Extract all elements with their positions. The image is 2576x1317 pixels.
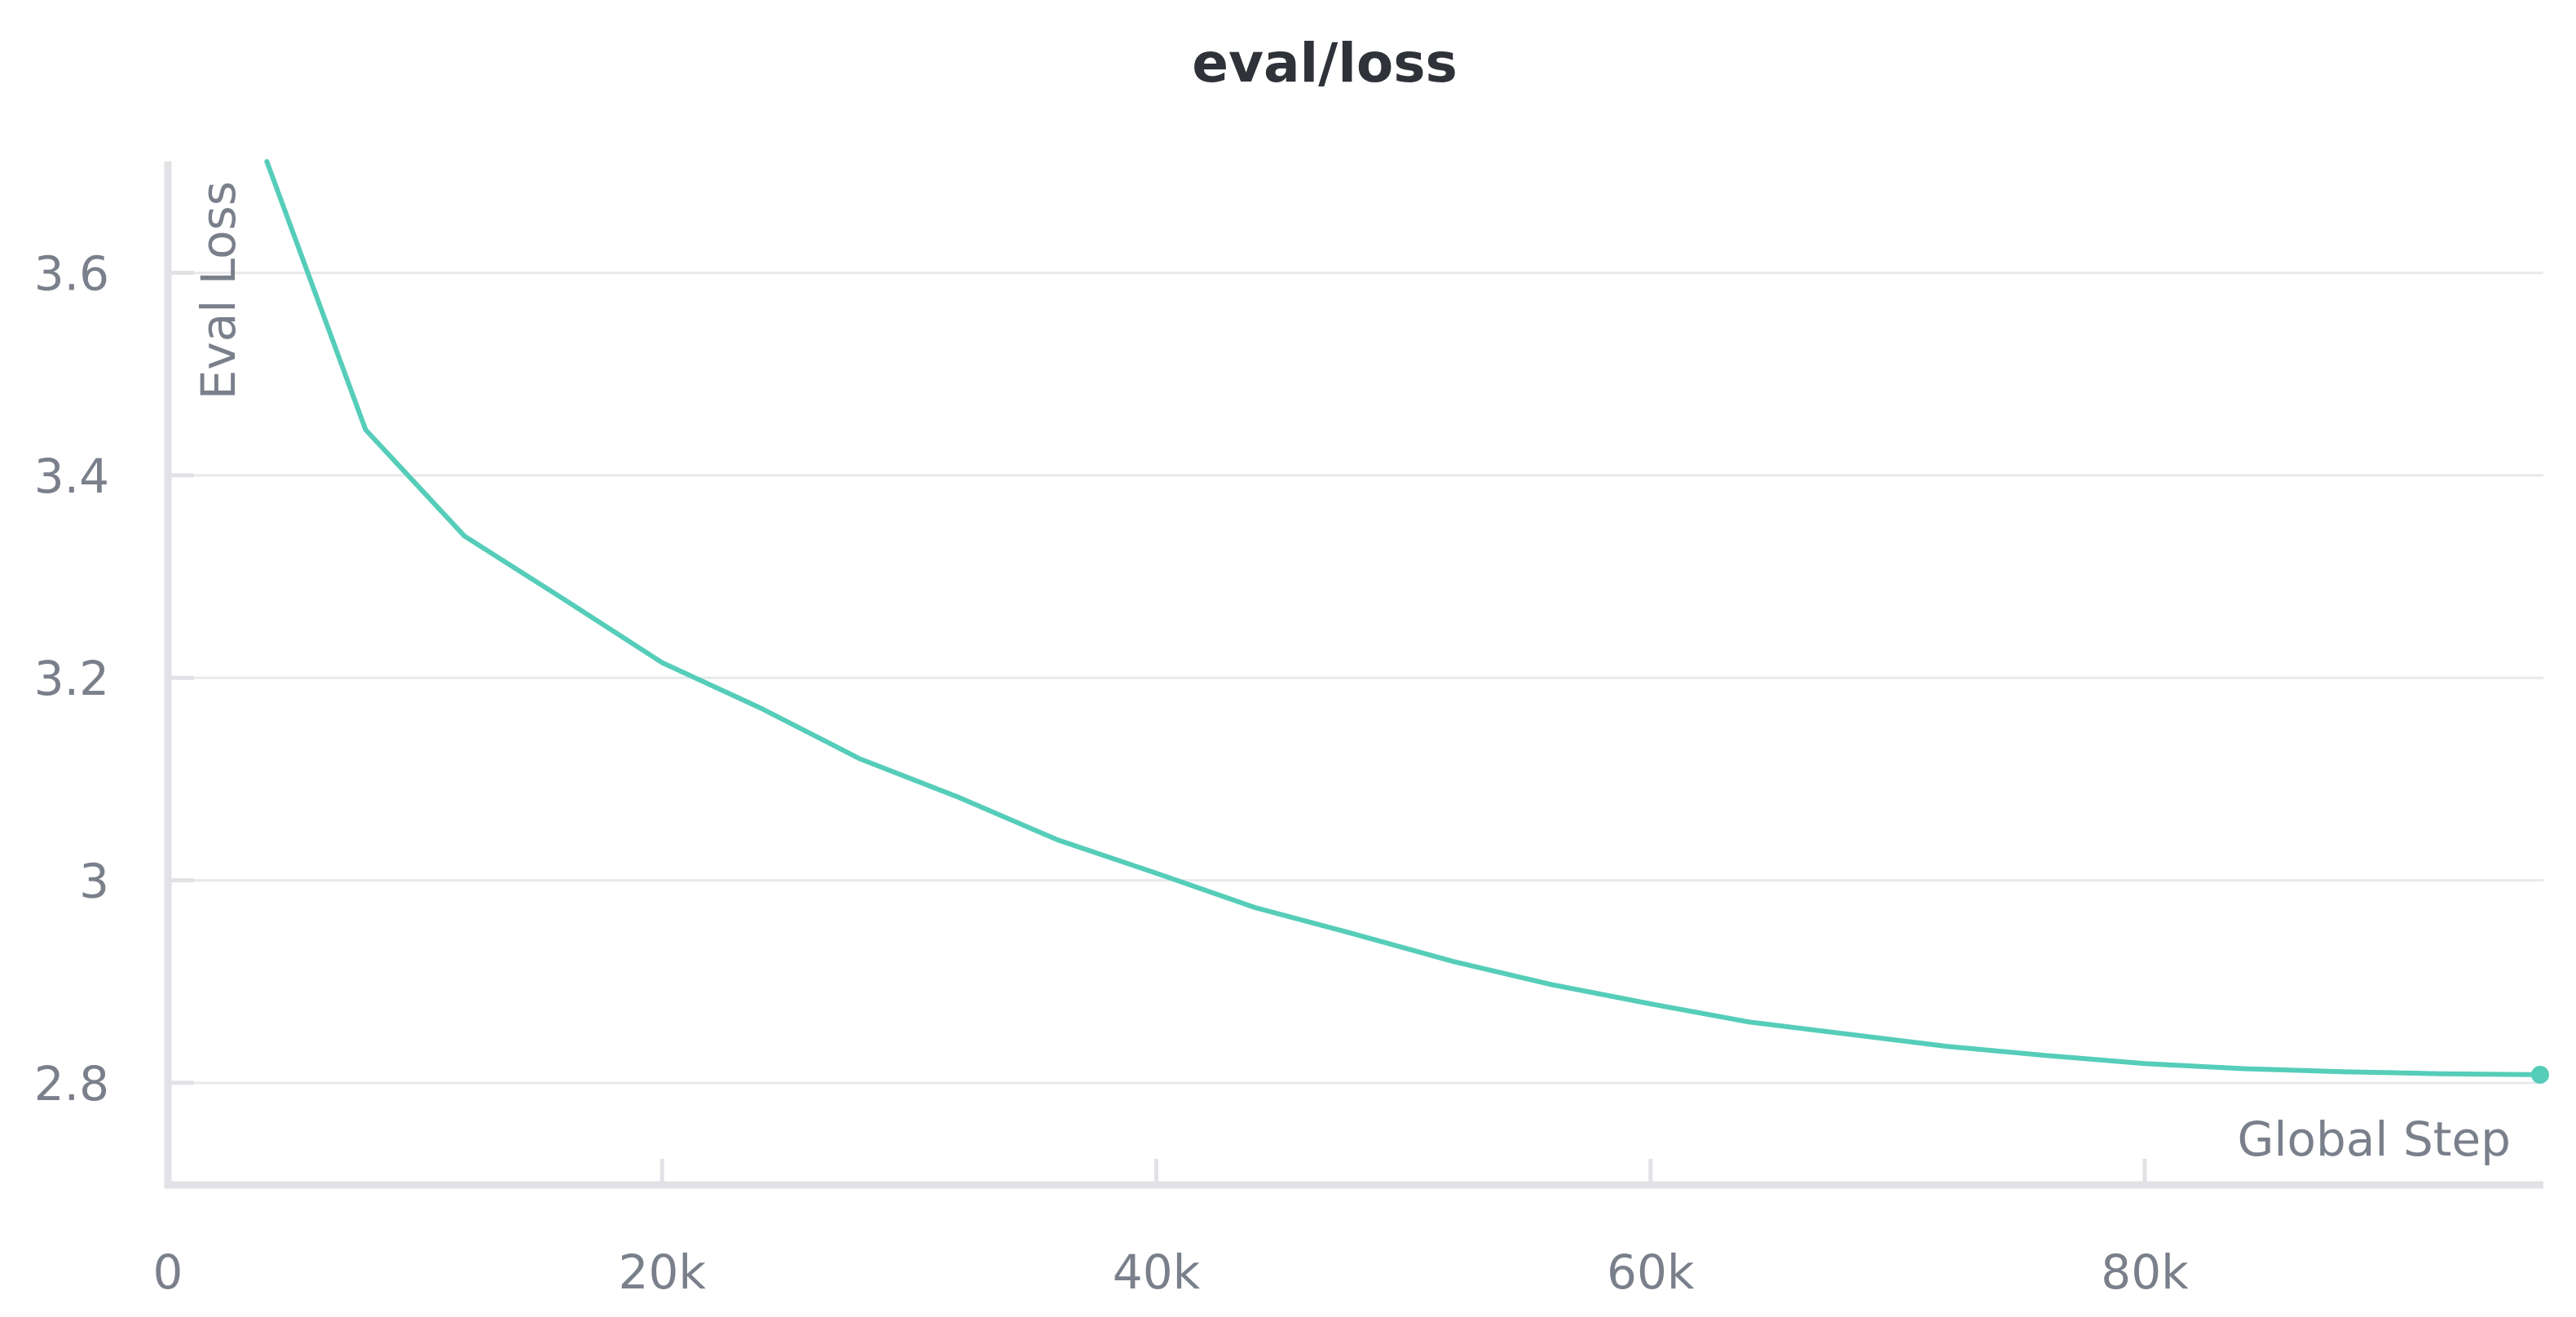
x-tick-label: 0: [153, 1244, 183, 1300]
y-tick-label: 2.8: [34, 1056, 109, 1111]
series-end-point: [2531, 1065, 2549, 1084]
tick-labels: 2.8 3 3.2 3.4 3.6 0 20k 40k 60k 80k: [34, 246, 2189, 1300]
series-layer: [264, 159, 2549, 1084]
y-tick-label: 3.2: [34, 651, 109, 706]
x-tick-label: 80k: [2101, 1244, 2189, 1300]
grid-lines: [168, 272, 2543, 1085]
chart-title: eval/loss: [1192, 32, 1458, 95]
x-tick-label: 60k: [1607, 1244, 1695, 1300]
x-tick-label: 20k: [619, 1244, 707, 1300]
y-tick-label: 3: [79, 854, 109, 909]
series-line: [264, 159, 2543, 1077]
y-tick-label: 3.4: [34, 449, 109, 504]
axes: [164, 161, 2543, 1189]
x-axis-label: Global Step: [2237, 1111, 2511, 1167]
y-axis-label: Eval Loss: [191, 181, 246, 400]
y-tick-label: 3.6: [34, 246, 109, 302]
x-tick-label: 40k: [1113, 1244, 1201, 1300]
